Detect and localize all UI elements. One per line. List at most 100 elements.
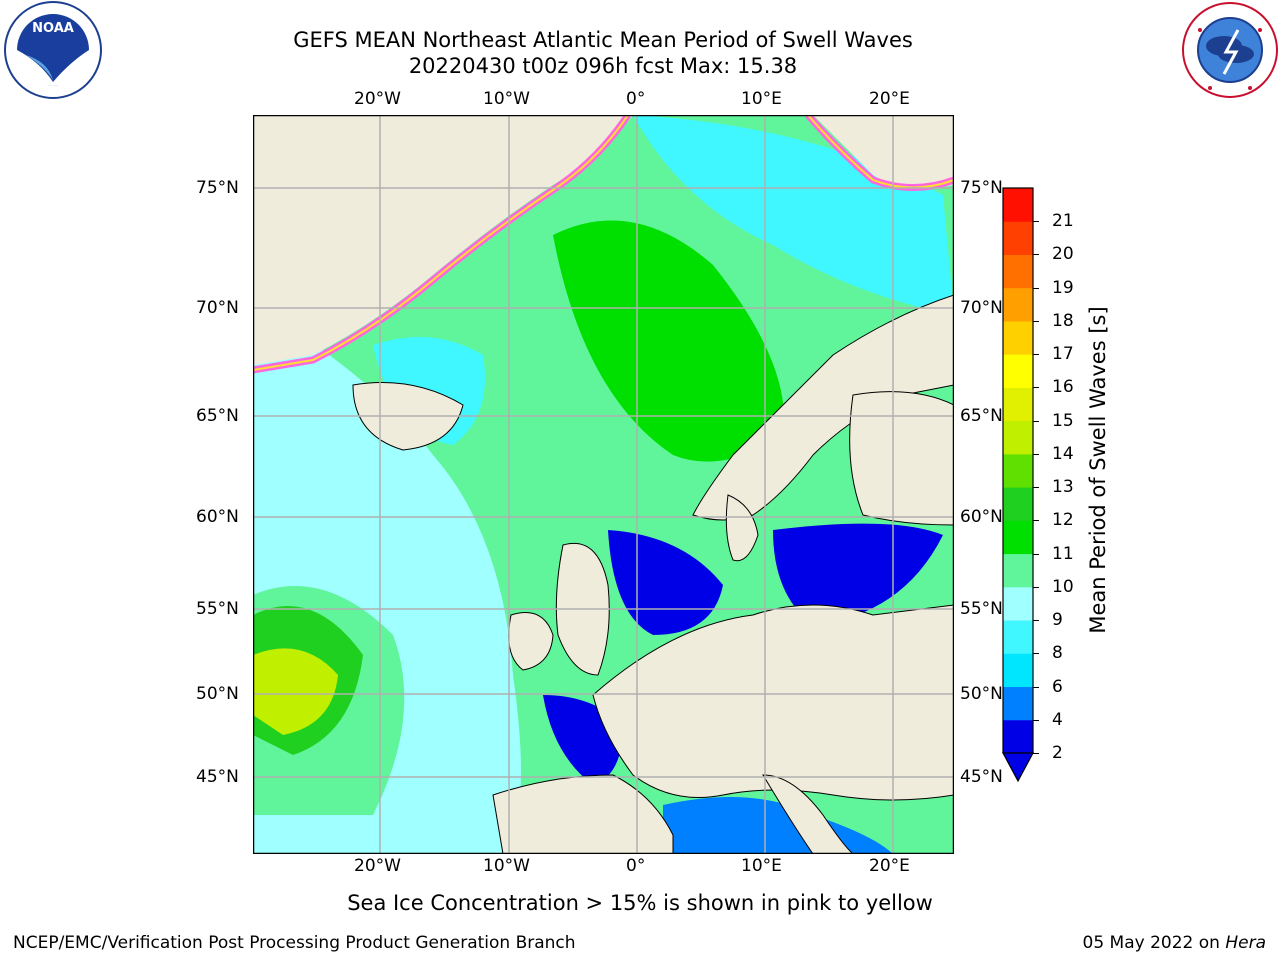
colorbar-tick-label: 15 [1052, 410, 1074, 431]
colorbar-tick-label: 2 [1052, 743, 1063, 763]
colorbar-tick-mark [1033, 553, 1039, 555]
lat-label-left: 45°N [196, 767, 239, 787]
lon-label-bottom: 10°E [741, 856, 782, 876]
colorbar [1001, 187, 1035, 783]
lon-label-bottom: 20°W [354, 856, 401, 876]
map-title: GEFS MEAN Northeast Atlantic Mean Period… [293, 28, 913, 52]
lat-label-right: 65°N [960, 406, 1003, 426]
colorbar-band [1003, 553, 1033, 588]
map-graticule [253, 115, 954, 854]
colorbar-tick-label: 10 [1052, 576, 1074, 597]
land-iberia [492, 774, 674, 854]
lat-label-left: 50°N [196, 684, 239, 704]
colorbar-tick-mark [1033, 487, 1039, 489]
colorbar-tick-mark [1033, 320, 1039, 322]
lat-label-right: 70°N [960, 298, 1003, 318]
land-svalbard [813, 115, 954, 189]
sea-ice-note: Sea Ice Concentration > 15% is shown in … [347, 891, 933, 915]
noaa-logo-text: NOAA [32, 21, 74, 36]
land-italy [762, 774, 854, 854]
colorbar-band [1003, 653, 1033, 688]
colorbar-tick-mark [1033, 453, 1039, 455]
date-stamp: 05 May 2022 on Hera [1083, 933, 1267, 953]
colorbar-band [1003, 453, 1033, 488]
date-text: 05 May 2022 on [1082, 933, 1220, 953]
colorbar-tick-mark [1033, 287, 1039, 289]
lat-label-left: 55°N [196, 599, 239, 619]
land-finland-sweden [849, 391, 954, 526]
colorbar-band [1003, 487, 1033, 521]
land-scandinavia [692, 294, 954, 521]
lon-label-top: 10°W [483, 89, 530, 109]
colorbar-band [1003, 420, 1033, 455]
swell-period-map [253, 115, 954, 854]
colorbar-tick-mark [1033, 586, 1039, 588]
lat-label-left: 70°N [196, 298, 239, 318]
colorbar-tick-mark [1033, 221, 1039, 223]
lat-label-right: 60°N [960, 507, 1003, 527]
lon-label-top: 20°E [869, 89, 910, 109]
noaa-logo: NOAA [4, 1, 102, 99]
lat-label-left: 60°N [196, 507, 239, 527]
colorbar-tick-mark [1033, 653, 1039, 655]
lat-label-right: 50°N [960, 684, 1003, 704]
colorbar-tick-label: 20 [1052, 244, 1074, 265]
lon-label-top: 0° [626, 89, 646, 109]
colorbar-extend-arrow [1001, 752, 1035, 783]
land-ireland [508, 612, 554, 671]
colorbar-tick-mark [1033, 387, 1039, 389]
colorbar-tick-label: 11 [1052, 543, 1074, 564]
colorbar-band [1003, 719, 1033, 754]
colorbar-band [1003, 320, 1033, 355]
lat-label-left: 65°N [196, 406, 239, 426]
colorbar-tick-label: 17 [1052, 344, 1074, 365]
lon-label-top: 10°E [741, 89, 782, 109]
colorbar-band [1003, 586, 1033, 621]
land-continental-europe [592, 604, 954, 801]
colorbar-band [1003, 520, 1033, 555]
lon-label-top: 20°W [354, 89, 401, 109]
colorbar-band [1003, 188, 1033, 222]
colorbar-tick-mark [1033, 753, 1039, 754]
colorbar-tick-label: 14 [1052, 443, 1074, 464]
colorbar-band [1003, 686, 1033, 721]
map-subtitle: 20220430 t00z 096h fcst Max: 15.38 [408, 54, 798, 78]
lon-label-bottom: 20°E [869, 856, 910, 876]
lat-label-left: 75°N [196, 178, 239, 198]
colorbar-label: Mean Period of Swell Waves [s] [1086, 306, 1110, 634]
colorbar-tick-label: 8 [1052, 643, 1063, 664]
colorbar-tick-label: 4 [1052, 709, 1063, 730]
nws-logo [1182, 2, 1278, 98]
colorbar-tick-mark [1033, 686, 1039, 688]
colorbar-band [1003, 254, 1033, 289]
credit-line: NCEP/EMC/Verification Post Processing Pr… [13, 933, 576, 953]
colorbar-band [1003, 354, 1033, 388]
colorbar-tick-mark [1033, 719, 1039, 721]
land-denmark [725, 494, 759, 562]
land-greenland [253, 115, 633, 365]
colorbar-tick-label: 16 [1052, 377, 1074, 398]
colorbar-tick-mark [1033, 620, 1039, 622]
lat-label-right: 55°N [960, 599, 1003, 619]
lon-label-bottom: 10°W [483, 856, 530, 876]
colorbar-tick-label: 9 [1052, 610, 1063, 631]
colorbar-tick-mark [1033, 254, 1039, 256]
field-2s-baltic [773, 523, 943, 625]
colorbar-tick-label: 12 [1052, 510, 1074, 531]
colorbar-band [1003, 387, 1033, 422]
colorbar-tick-mark [1033, 354, 1039, 356]
field-13s-core [253, 648, 338, 735]
colorbar-tick-label: 13 [1052, 477, 1074, 498]
lat-label-right: 45°N [960, 767, 1003, 787]
lat-label-right: 75°N [960, 178, 1003, 198]
colorbar-tick-label: 21 [1052, 211, 1074, 232]
colorbar-band [1003, 221, 1033, 255]
map-frame [253, 115, 954, 854]
colorbar-tick-mark [1033, 420, 1039, 422]
field-11s-norwegian [553, 220, 785, 462]
host-name: Hera [1225, 933, 1266, 953]
colorbar-band [1003, 620, 1033, 654]
colorbar-tick-label: 6 [1052, 676, 1063, 697]
lon-label-bottom: 0° [626, 856, 646, 876]
colorbar-tick-label: 19 [1052, 277, 1074, 298]
